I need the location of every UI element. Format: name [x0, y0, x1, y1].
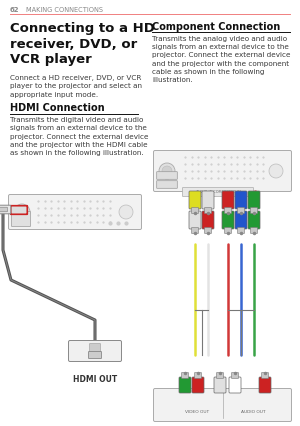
FancyBboxPatch shape	[182, 187, 254, 196]
FancyBboxPatch shape	[217, 372, 224, 378]
Circle shape	[162, 166, 172, 176]
FancyBboxPatch shape	[205, 227, 212, 233]
Circle shape	[269, 164, 283, 178]
Text: Transmits the digital video and audio
signals from an external device to the
pro: Transmits the digital video and audio si…	[10, 117, 148, 156]
Text: AUDIO IN/COMPONENT IN: AUDIO IN/COMPONENT IN	[196, 190, 240, 194]
Text: AUDIO OUT: AUDIO OUT	[241, 410, 265, 414]
FancyBboxPatch shape	[222, 191, 234, 209]
FancyBboxPatch shape	[205, 207, 212, 213]
FancyBboxPatch shape	[238, 207, 244, 213]
FancyBboxPatch shape	[192, 377, 204, 393]
FancyBboxPatch shape	[191, 207, 199, 213]
Text: VIDEO OUT: VIDEO OUT	[185, 410, 209, 414]
FancyBboxPatch shape	[262, 372, 268, 378]
FancyBboxPatch shape	[259, 377, 271, 393]
FancyBboxPatch shape	[191, 227, 199, 233]
FancyBboxPatch shape	[232, 372, 238, 378]
FancyBboxPatch shape	[214, 377, 226, 393]
FancyBboxPatch shape	[248, 211, 260, 229]
FancyBboxPatch shape	[224, 207, 232, 213]
Circle shape	[119, 205, 133, 219]
FancyBboxPatch shape	[235, 191, 247, 209]
Text: Transmits the analog video and audio
signals from an external device to the
proj: Transmits the analog video and audio sig…	[152, 36, 290, 83]
FancyBboxPatch shape	[11, 206, 27, 214]
FancyBboxPatch shape	[182, 372, 188, 378]
FancyBboxPatch shape	[250, 207, 257, 213]
FancyBboxPatch shape	[0, 205, 11, 214]
FancyBboxPatch shape	[8, 195, 142, 230]
Circle shape	[159, 163, 175, 179]
Text: MAKING CONNECTIONS: MAKING CONNECTIONS	[26, 7, 103, 13]
FancyBboxPatch shape	[154, 389, 292, 421]
FancyBboxPatch shape	[229, 377, 241, 393]
Circle shape	[14, 204, 30, 220]
Text: HDMI OUT: HDMI OUT	[73, 375, 117, 384]
FancyBboxPatch shape	[154, 150, 292, 192]
FancyBboxPatch shape	[68, 340, 122, 362]
Text: HDMI Connection: HDMI Connection	[10, 103, 105, 113]
FancyBboxPatch shape	[202, 211, 214, 229]
FancyBboxPatch shape	[194, 372, 202, 378]
Text: Connect a HD receiver, DVD, or VCR
player to the projector and select an
appropr: Connect a HD receiver, DVD, or VCR playe…	[10, 75, 142, 98]
Text: 62: 62	[10, 7, 20, 13]
FancyBboxPatch shape	[189, 211, 201, 229]
FancyBboxPatch shape	[248, 191, 260, 209]
Text: Connecting to a HD
receiver, DVD, or
VCR player: Connecting to a HD receiver, DVD, or VCR…	[10, 22, 155, 66]
FancyBboxPatch shape	[157, 172, 177, 179]
Text: Component Connection: Component Connection	[152, 22, 280, 32]
FancyBboxPatch shape	[238, 227, 244, 233]
FancyBboxPatch shape	[0, 207, 7, 212]
FancyBboxPatch shape	[89, 343, 100, 354]
FancyBboxPatch shape	[250, 227, 257, 233]
FancyBboxPatch shape	[87, 341, 103, 357]
FancyBboxPatch shape	[202, 191, 214, 209]
FancyBboxPatch shape	[224, 227, 232, 233]
FancyBboxPatch shape	[235, 211, 247, 229]
Circle shape	[17, 207, 27, 217]
FancyBboxPatch shape	[157, 181, 177, 188]
FancyBboxPatch shape	[179, 377, 191, 393]
FancyBboxPatch shape	[11, 211, 31, 227]
FancyBboxPatch shape	[88, 351, 101, 359]
FancyBboxPatch shape	[222, 211, 234, 229]
FancyBboxPatch shape	[189, 191, 201, 209]
